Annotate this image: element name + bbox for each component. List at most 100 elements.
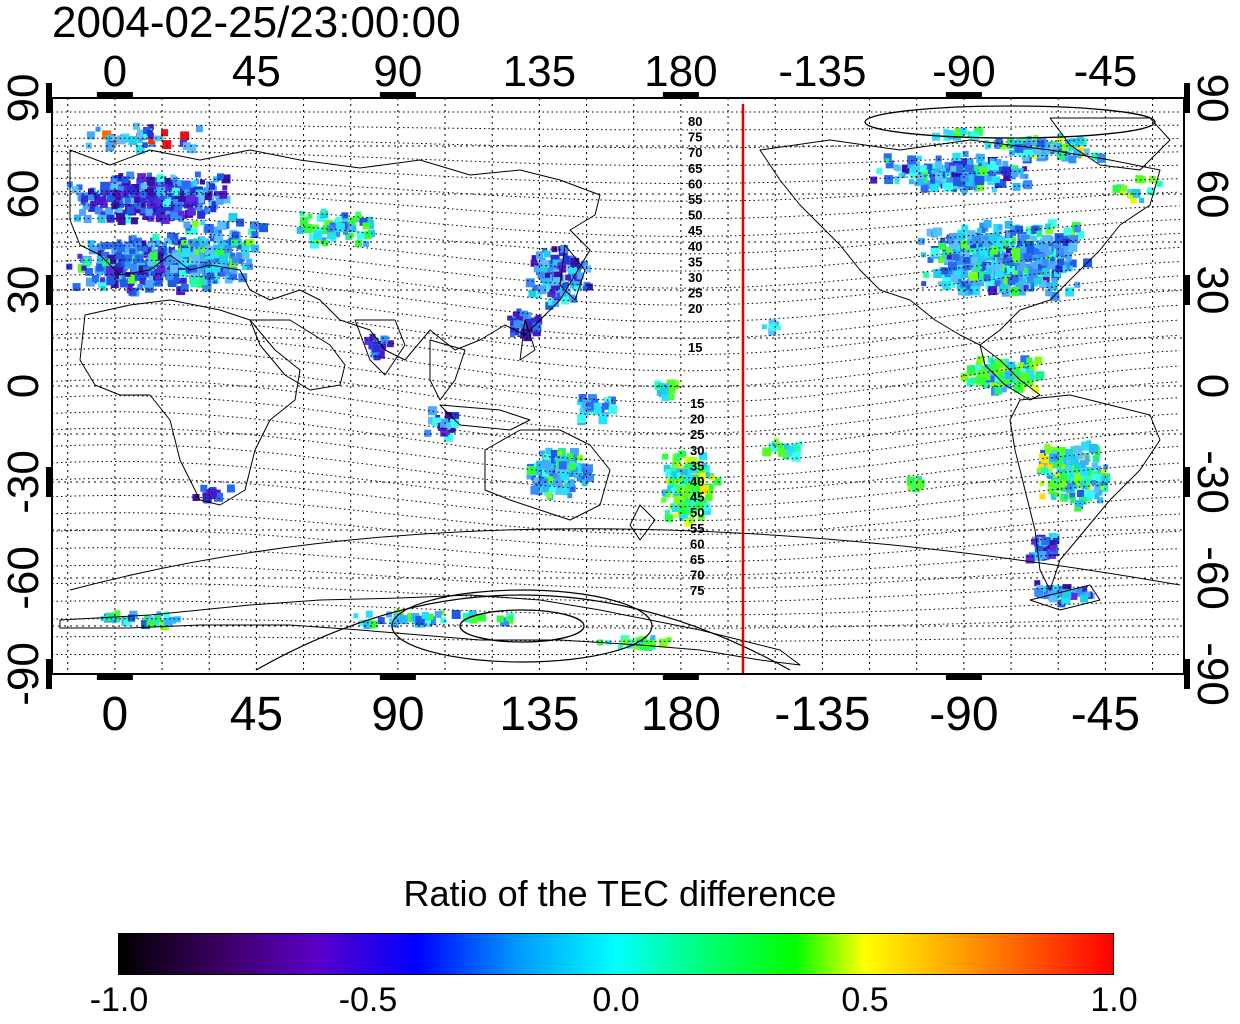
tec-data-cell <box>966 160 972 166</box>
coastline <box>1049 117 1171 171</box>
tec-data-cell <box>573 473 579 479</box>
tec-data-cell <box>131 264 141 274</box>
tec-data-cell <box>191 201 197 206</box>
tec-data-cell <box>1003 278 1008 284</box>
tec-data-cell <box>1047 480 1055 488</box>
tec-data-cell <box>1038 147 1047 156</box>
tec-data-cell <box>398 615 408 625</box>
tec-data-cell <box>1023 268 1029 274</box>
tec-data-cell <box>1044 443 1051 450</box>
tec-data-cell <box>1076 452 1084 460</box>
tec-data-cell <box>123 192 129 198</box>
tec-data-cell <box>560 455 567 462</box>
coastline <box>1029 584 1101 611</box>
tec-data-cell <box>1031 538 1038 545</box>
tec-data-cell <box>686 475 694 483</box>
tec-data-cell <box>1082 148 1090 156</box>
tec-data-cell <box>666 379 676 389</box>
tec-data-cell <box>156 207 163 214</box>
tec-data-cell <box>373 353 381 361</box>
tec-data-cell <box>955 244 965 254</box>
tec-data-cell <box>1056 248 1064 257</box>
tec-data-cell <box>684 463 693 472</box>
tec-data-cell <box>993 369 1000 376</box>
tec-data-cell <box>214 492 223 502</box>
tec-data-cell <box>213 176 220 183</box>
tec-data-cell <box>174 183 180 189</box>
tec-data-cell <box>1058 477 1068 487</box>
tec-data-cell <box>1025 241 1034 251</box>
tec-data-cell <box>149 251 158 260</box>
tec-data-cell <box>947 238 954 245</box>
tec-data-cell <box>432 417 442 427</box>
tec-data-cell <box>172 252 181 261</box>
tec-data-cell <box>697 466 705 474</box>
contour-label: 45 <box>690 490 704 505</box>
tec-data-cell <box>124 243 133 252</box>
tec-data-cell <box>960 373 969 382</box>
tec-data-cell <box>109 135 116 142</box>
tec-data-cell <box>248 228 255 235</box>
tec-data-cell <box>568 294 576 302</box>
tec-data-cell <box>86 277 95 287</box>
top-longitude-label: 90 <box>373 47 422 96</box>
tec-data-cell <box>537 285 547 295</box>
tec-data-cell <box>161 129 168 137</box>
tec-data-cell <box>681 469 688 476</box>
tec-data-cell <box>1045 447 1053 455</box>
tec-data-cell <box>995 159 1002 165</box>
tec-data-cell <box>117 217 126 226</box>
tec-data-cell <box>169 204 176 211</box>
tec-data-cell <box>978 166 988 176</box>
tec-data-cell <box>1002 240 1009 247</box>
tec-data-cell <box>181 248 191 258</box>
magnetic-latitude-contour <box>52 582 1181 603</box>
tec-data-cell <box>1069 493 1076 499</box>
tec-data-cell <box>1069 235 1079 245</box>
tec-data-cell <box>533 468 541 476</box>
tec-data-cell <box>909 169 919 179</box>
tec-data-cell <box>1025 369 1035 379</box>
tec-data-cell <box>125 254 133 262</box>
tec-data-cell <box>768 442 778 452</box>
tec-data-cell <box>762 447 772 457</box>
tec-data-cell <box>576 264 582 270</box>
tec-data-cell <box>647 639 656 648</box>
tec-data-cell <box>960 173 969 182</box>
tec-data-cell <box>137 245 144 252</box>
tec-data-cell <box>348 225 354 232</box>
tec-data-cell <box>124 197 131 204</box>
tec-data-cell <box>1003 254 1009 260</box>
tec-data-cell <box>1016 371 1023 378</box>
tec-data-cell <box>526 474 532 480</box>
colorbar-tick-label: -1.0 <box>89 981 149 1019</box>
tec-data-cell <box>1006 144 1012 149</box>
tec-data-cell <box>189 264 198 273</box>
tec-data-cell <box>1028 235 1035 242</box>
tec-data-cell <box>231 231 239 239</box>
tec-data-cell <box>690 476 699 485</box>
bottom-longitude-label: 180 <box>641 688 721 741</box>
tec-data-cell <box>1064 493 1070 499</box>
tec-data-cell <box>355 239 363 247</box>
tec-data-cell <box>100 616 106 622</box>
tec-data-cell <box>163 256 173 266</box>
tec-data-cell <box>534 316 543 325</box>
tec-data-cell <box>372 344 381 353</box>
tec-data-cell <box>1060 493 1069 502</box>
tec-data-cell <box>207 272 215 280</box>
tec-data-cell <box>983 274 991 282</box>
tec-data-cell <box>427 406 437 416</box>
tec-data-cell <box>1033 254 1041 262</box>
tec-data-cell <box>97 250 104 257</box>
tec-data-cell <box>362 222 370 230</box>
tec-data-cell <box>146 129 153 136</box>
tec-data-cell <box>1033 147 1042 156</box>
tec-data-cell <box>101 251 110 260</box>
tec-data-cell <box>536 460 545 469</box>
tec-data-cell <box>553 271 563 281</box>
tec-data-cell <box>916 155 922 161</box>
tec-data-cell <box>171 238 178 245</box>
tec-data-cell <box>975 361 982 368</box>
tec-data-cell <box>545 467 552 474</box>
